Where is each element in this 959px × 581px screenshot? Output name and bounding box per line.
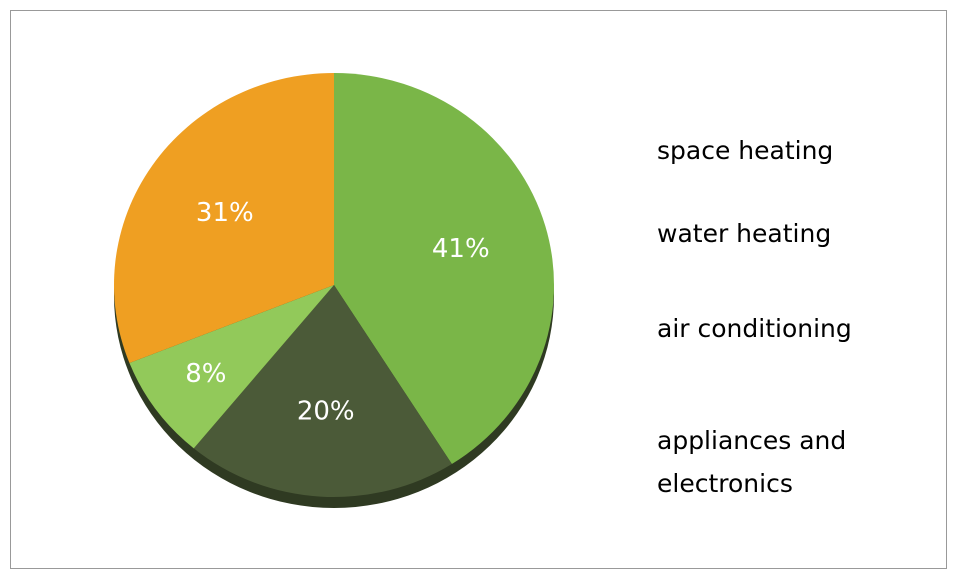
slice-label: 8% [185,359,226,389]
pie-slice [334,73,554,464]
pie-slice [193,285,452,497]
legend-label: water heating [657,219,832,248]
slice-label: 20% [297,396,355,426]
legend-label: air conditioning [657,314,852,343]
chart-frame [10,10,947,569]
legend-label: appliances and electronics [657,426,847,498]
slice-label: 41% [432,234,490,264]
pie-slice [114,73,334,364]
slice-label: 31% [196,198,254,228]
pie-slice [129,285,334,449]
legend-label: space heating [657,136,834,165]
